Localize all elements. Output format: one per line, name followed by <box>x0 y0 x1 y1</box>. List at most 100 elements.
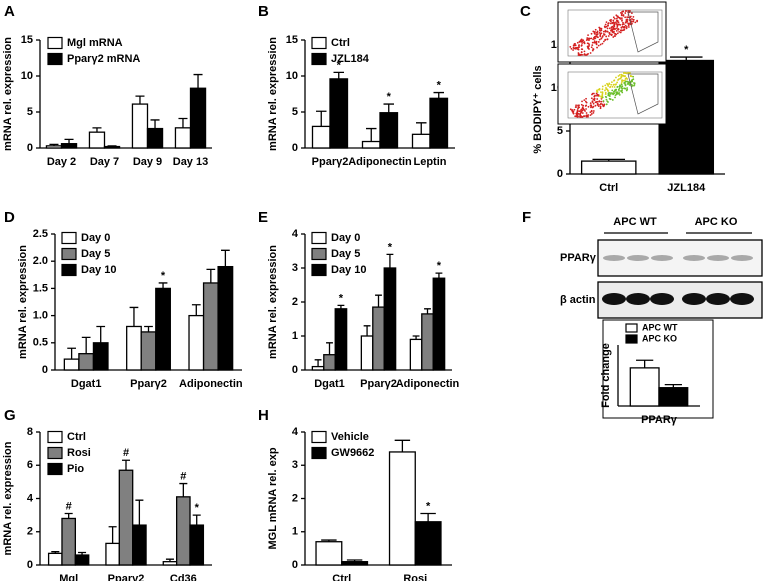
y-tick-label: 10 <box>286 70 298 82</box>
flow-event <box>628 72 630 74</box>
flow-event <box>590 109 593 112</box>
error-bar <box>64 138 74 144</box>
flow-event <box>587 105 590 108</box>
flow-event <box>624 12 627 14</box>
flow-event <box>619 84 621 87</box>
bar <box>174 127 192 149</box>
bar <box>361 140 381 149</box>
flow-event <box>606 100 609 103</box>
blot-row-label: β actin <box>560 294 596 306</box>
error-bar <box>314 359 322 367</box>
flow-event <box>603 33 606 36</box>
flow-event <box>575 104 577 107</box>
flow-event <box>602 30 605 33</box>
error-bar <box>375 294 382 308</box>
flow-event <box>621 87 624 90</box>
bar <box>329 78 349 149</box>
flow-event <box>589 52 592 54</box>
flow-event <box>632 18 635 21</box>
significance-marker: # <box>123 447 129 459</box>
error-bar <box>435 272 443 279</box>
flow-event <box>581 100 583 103</box>
flow-event <box>611 28 614 31</box>
flow-event <box>604 91 607 94</box>
bar <box>388 451 416 566</box>
flow-event <box>625 27 628 30</box>
flow-event <box>615 14 618 17</box>
flow-event <box>600 29 603 32</box>
flow-event <box>601 93 604 96</box>
flow-event <box>608 95 611 98</box>
flow-event <box>600 95 603 98</box>
x-tick-label: Ctrl <box>332 573 351 581</box>
flow-event <box>582 104 585 107</box>
flow-event <box>587 52 589 55</box>
flow-event <box>610 81 613 83</box>
flow-event <box>582 39 585 42</box>
flow-event <box>607 24 609 27</box>
flow-event <box>601 85 604 88</box>
flow-event <box>596 100 599 103</box>
flow-event <box>606 89 609 92</box>
flow-event <box>626 87 629 89</box>
flow-event <box>577 44 580 47</box>
flow-event <box>621 23 624 26</box>
flow-event <box>590 113 593 115</box>
error-bar <box>669 56 703 61</box>
flow-event <box>597 105 600 108</box>
flow-event <box>617 75 620 77</box>
flow-event <box>604 23 607 26</box>
flow-event <box>607 22 610 24</box>
y-tick-label: 0 <box>292 364 298 376</box>
significance-marker: * <box>195 502 200 514</box>
flow-event <box>574 106 577 108</box>
flow-event <box>614 96 616 99</box>
flow-event <box>607 92 610 95</box>
flow-event <box>592 92 595 95</box>
error-bar <box>366 127 377 142</box>
flow-event <box>580 115 582 117</box>
flow-event <box>613 79 615 82</box>
error-bar <box>433 91 444 99</box>
flow-event <box>616 85 619 88</box>
error-bar <box>193 73 203 89</box>
flow-event <box>616 19 619 22</box>
x-tick-label: Mgl <box>59 573 78 581</box>
error-bar <box>326 342 333 355</box>
panel-label: C <box>520 3 531 20</box>
bar <box>61 517 77 566</box>
flow-event <box>609 19 611 22</box>
flow-event <box>599 103 601 106</box>
error-bar <box>165 558 174 562</box>
flow-event <box>619 31 622 34</box>
flow-event <box>606 82 608 85</box>
bar <box>105 542 120 566</box>
error-bar <box>121 459 131 471</box>
legend-label: Day 10 <box>331 264 366 276</box>
y-axis-label: mRNA rel. expression <box>2 37 14 151</box>
flow-event <box>626 18 629 21</box>
flow-event <box>601 35 604 37</box>
flow-event <box>626 83 629 85</box>
flow-event <box>618 74 621 76</box>
flow-event <box>623 75 626 78</box>
flow-event <box>578 104 580 107</box>
bar <box>47 552 63 566</box>
x-tick-label: Day 2 <box>47 156 76 168</box>
legend-swatch <box>311 446 327 460</box>
flow-event <box>591 93 593 96</box>
flow-event <box>620 81 623 84</box>
flow-event <box>620 13 623 16</box>
error-bar <box>321 539 337 542</box>
blot-row-label: PPARγ <box>560 252 597 264</box>
bar <box>45 145 63 149</box>
bar <box>421 313 434 371</box>
flow-event <box>615 17 618 20</box>
x-tick-label: Dgat1 <box>314 378 345 390</box>
x-tick-label: Pparγ2 <box>108 573 145 581</box>
error-bar <box>664 384 682 388</box>
flow-event <box>596 31 599 34</box>
flow-event <box>593 41 596 44</box>
flow-event <box>584 110 586 112</box>
flow-event <box>581 112 584 114</box>
